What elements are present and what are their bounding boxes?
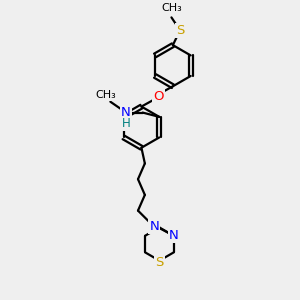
Text: CH₃: CH₃ (96, 90, 116, 100)
Text: N: N (169, 229, 179, 242)
Text: CH₃: CH₃ (161, 3, 182, 13)
Text: S: S (176, 24, 184, 37)
Text: N: N (121, 106, 131, 119)
Text: H: H (122, 117, 130, 130)
Text: N: N (149, 220, 159, 233)
Text: O: O (153, 90, 164, 103)
Text: S: S (155, 256, 164, 268)
